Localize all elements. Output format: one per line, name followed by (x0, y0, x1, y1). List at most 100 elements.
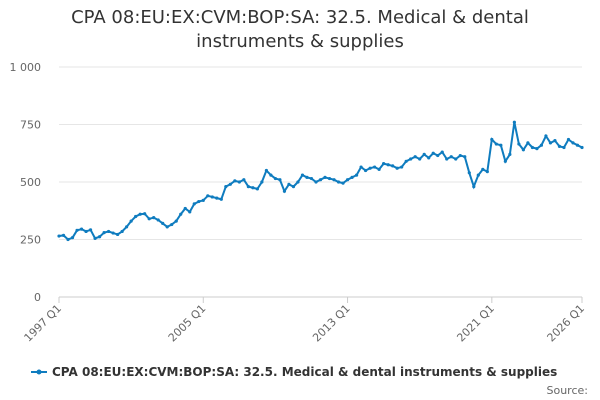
marker (224, 185, 228, 189)
marker (503, 159, 507, 163)
marker (323, 175, 327, 179)
y-tick-label: 250 (20, 234, 41, 247)
marker (467, 171, 471, 175)
marker (336, 180, 341, 184)
marker (454, 157, 458, 161)
marker (472, 185, 476, 189)
marker (219, 197, 223, 201)
marker (291, 185, 296, 189)
marker (530, 145, 535, 150)
marker (97, 235, 102, 239)
legend-label: CPA 08:EU:EX:CVM:BOP:SA: 32.5. Medical &… (52, 365, 557, 379)
marker (354, 173, 359, 177)
marker (106, 229, 111, 234)
marker (548, 141, 553, 145)
marker (575, 143, 580, 147)
marker (228, 182, 232, 186)
marker (391, 164, 395, 168)
marker (427, 156, 431, 160)
x-tick-label: 2026 Q1 (545, 302, 588, 345)
marker (359, 165, 363, 169)
marker (431, 151, 435, 155)
marker (526, 141, 530, 145)
x-tick-label: 2013 Q1 (310, 302, 353, 345)
marker (192, 202, 196, 206)
marker (233, 179, 237, 183)
marker (485, 170, 489, 174)
marker (260, 180, 264, 184)
y-tick-label: 750 (20, 119, 41, 132)
marker (273, 176, 278, 181)
x-tick-label: 1997 Q1 (22, 302, 65, 345)
marker (125, 225, 129, 229)
marker (314, 180, 318, 184)
marker (57, 234, 61, 238)
marker (345, 178, 350, 182)
y-tick-label: 0 (34, 291, 41, 304)
marker (188, 210, 192, 214)
chart-title: CPA 08:EU:EX:CVM:BOP:SA: 32.5. Medical &… (71, 7, 529, 52)
marker (490, 137, 494, 142)
marker (539, 143, 544, 147)
marker (152, 216, 156, 220)
marker (129, 219, 133, 223)
marker (111, 231, 115, 235)
marker (400, 165, 404, 169)
marker (553, 139, 557, 143)
marker (287, 182, 291, 186)
marker (161, 221, 165, 225)
marker (84, 229, 88, 234)
marker (79, 227, 84, 231)
marker (197, 199, 201, 204)
source: Source: (547, 384, 589, 397)
marker (147, 217, 151, 221)
marker (562, 145, 566, 150)
marker (571, 141, 575, 145)
y-tick-label: 500 (20, 176, 41, 189)
marker (512, 120, 516, 124)
marker (499, 143, 503, 147)
marker (404, 159, 408, 163)
marker (210, 195, 214, 199)
marker (269, 173, 273, 177)
marker (170, 222, 174, 227)
marker (544, 134, 548, 138)
marker (377, 167, 381, 171)
marker (440, 150, 444, 154)
marker (422, 152, 426, 156)
marker (413, 155, 417, 159)
marker (201, 198, 205, 202)
marker (246, 185, 250, 189)
marker (242, 178, 246, 182)
marker (237, 180, 241, 184)
marker (300, 173, 305, 177)
marker (458, 153, 462, 158)
marker (318, 178, 323, 182)
y-tick-label: 1 000 (10, 61, 42, 74)
marker (116, 232, 120, 237)
marker (206, 194, 210, 198)
marker (255, 187, 259, 191)
marker (476, 173, 480, 177)
marker (156, 218, 160, 222)
marker (521, 148, 525, 152)
marker (120, 229, 124, 234)
marker (309, 176, 314, 181)
marker (449, 155, 453, 159)
marker (445, 157, 449, 161)
marker (517, 142, 521, 146)
marker (580, 145, 584, 150)
x-tick-label: 2005 Q1 (166, 302, 209, 345)
marker (395, 166, 399, 170)
marker (143, 212, 147, 216)
marker (481, 167, 485, 171)
x-tick-label: 2021 Q1 (454, 302, 497, 345)
marker (134, 214, 138, 219)
marker (174, 219, 178, 223)
marker (88, 228, 93, 232)
marker (61, 233, 66, 237)
marker (66, 237, 70, 242)
marker (436, 153, 440, 158)
marker (373, 165, 377, 169)
